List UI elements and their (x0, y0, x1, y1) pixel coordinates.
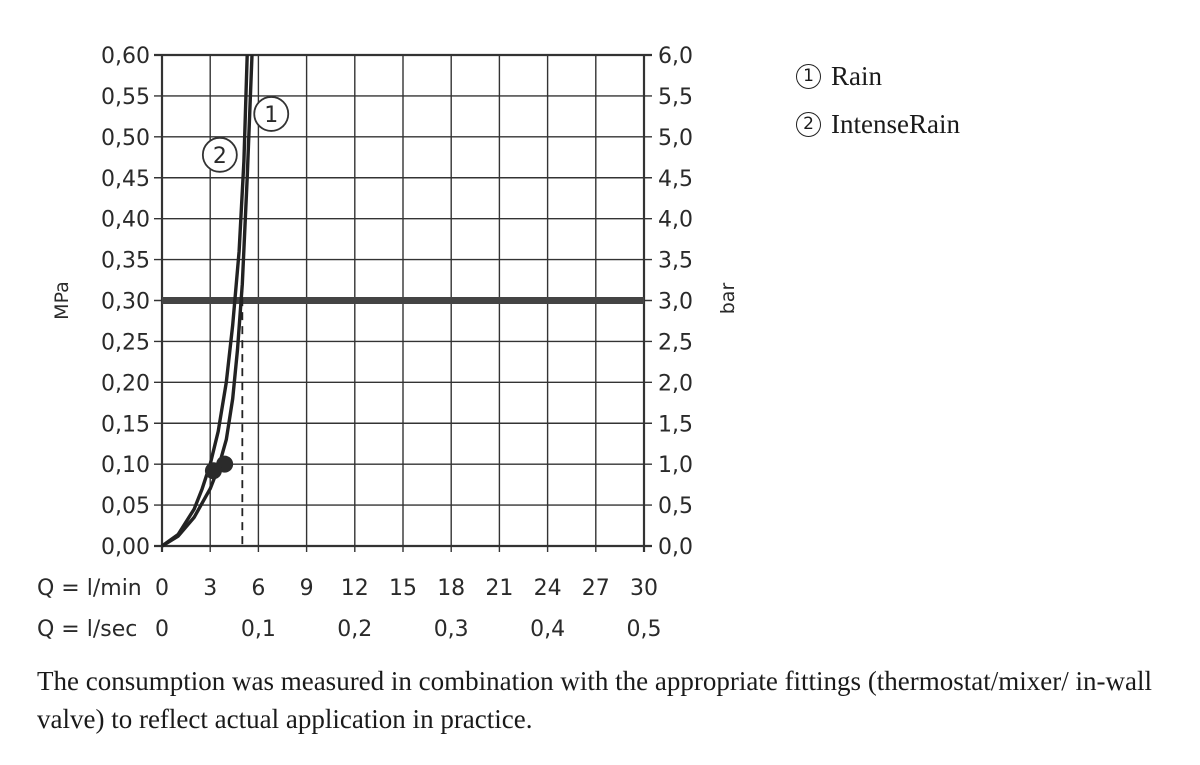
x-tick-lmin: 6 (251, 576, 265, 601)
y-tick-right: 1,5 (658, 412, 693, 437)
legend-item-rain: 1 Rain (796, 52, 960, 100)
x-tick-lsec: 0,4 (530, 617, 565, 642)
y-tick-left: 0,50 (101, 126, 150, 151)
y-tick-right: 1,0 (658, 453, 693, 478)
x-row2-label: Q = l/sec (37, 617, 137, 642)
x-tick-lmin: 18 (437, 576, 465, 601)
x-tick-lmin: 30 (630, 576, 658, 601)
x-tick-lsec: 0,5 (627, 617, 662, 642)
legend: 1 Rain 2 IntenseRain (796, 52, 960, 148)
y-tick-left: 0,30 (101, 290, 150, 315)
y-tick-right: 2,5 (658, 330, 693, 355)
y-tick-left: 0,40 (101, 208, 150, 233)
x-tick-lmin: 15 (389, 576, 417, 601)
y-tick-left: 0,25 (101, 330, 150, 355)
y-tick-left: 0,35 (101, 249, 150, 274)
y-tick-right: 5,0 (658, 126, 693, 151)
pressure-flow-chart: 12 0,00 0,00,05 0,50,10 1,00,15 1,50,20 2,00,… (37, 44, 739, 642)
legend-number: 2 (796, 111, 821, 137)
x-tick-lmin: 27 (582, 576, 610, 601)
unit-labels: MPa bar (51, 281, 739, 320)
x-tick-lmin: 12 (341, 576, 369, 601)
y-tick-left: 0,10 (101, 453, 150, 478)
y-tick-right: 4,0 (658, 208, 693, 233)
x-tick-lsec: 0,1 (241, 617, 276, 642)
y-tick-right: 0,0 (658, 535, 693, 560)
x-row1-label: Q = l/min (37, 576, 142, 601)
consumption-note: The consumption was measured in combinat… (37, 666, 1152, 734)
y-tick-left: 0,55 (101, 85, 150, 110)
y-tick-left: 0,20 (101, 371, 150, 396)
y-tick-right: 0,5 (658, 494, 693, 519)
y-tick-left: 0,60 (101, 44, 150, 69)
y-tick-left: 0,15 (101, 412, 150, 437)
legend-number: 1 (796, 63, 821, 89)
x-tick-lsec: 0 (155, 617, 169, 642)
curve-label-ring (201, 136, 238, 173)
series-layer: 12 (161, 54, 290, 548)
series-2-curve (161, 54, 249, 548)
x-tick-lmin: 3 (203, 576, 217, 601)
x-tick-lmin: 24 (534, 576, 562, 601)
series-2-point (204, 462, 222, 480)
y-tick-right: 5,5 (658, 85, 693, 110)
y-tick-left: 0,05 (101, 494, 150, 519)
y-tick-right: 6,0 (658, 44, 693, 69)
y-tick-right: 3,5 (658, 249, 693, 274)
legend-label: IntenseRain (831, 108, 960, 139)
curve-label-1: 1 (264, 103, 278, 128)
series-1-curve (161, 54, 254, 548)
y-axis-label-right: bar (717, 283, 739, 315)
y-tick-right: 4,5 (658, 167, 693, 192)
curve-label-2: 2 (213, 144, 227, 169)
y-tick-right: 3,0 (658, 290, 693, 315)
x-tick-lmin: 21 (485, 576, 513, 601)
y-axis-label-left: MPa (51, 281, 73, 320)
x-tick-lmin: 0 (155, 576, 169, 601)
y-tick-left: 0,45 (101, 167, 150, 192)
legend-item-intenserain: 2 IntenseRain (796, 100, 960, 148)
x-tick-lmin: 9 (300, 576, 314, 601)
x-tick-lsec: 0,2 (337, 617, 372, 642)
curve-label-ring (253, 96, 290, 132)
y-tick-left: 0,00 (101, 535, 150, 560)
legend-label: Rain (831, 60, 882, 91)
y-tick-right: 2,0 (658, 371, 693, 396)
tick-labels: 0,00 0,00,05 0,50,10 1,00,15 1,50,20 2,00,25 2… (37, 44, 693, 642)
x-tick-lsec: 0,3 (434, 617, 469, 642)
